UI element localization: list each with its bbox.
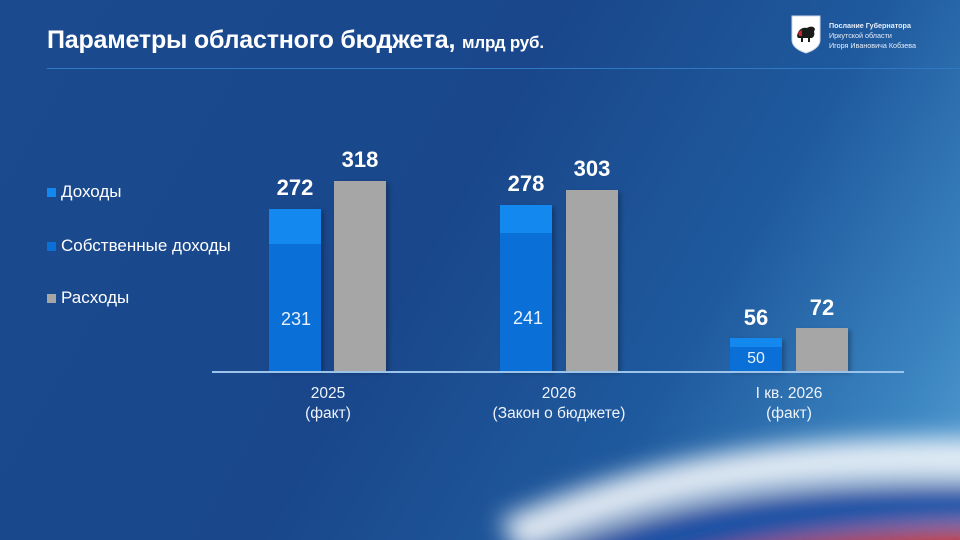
bar-own-income-2026 (500, 233, 552, 371)
category-note: (Закон о бюджете) (492, 405, 626, 422)
category-year: 2026 (541, 385, 577, 402)
legend-label: Доходы (61, 182, 122, 201)
category-year: I кв. 2026 (755, 385, 823, 402)
value-own-income-2026: 241 (512, 308, 544, 328)
value-expense-2026: 303 (573, 156, 611, 181)
category-label-q1-2026: I кв. 2026 (факт) (679, 384, 899, 424)
category-year: 2025 (310, 385, 346, 402)
legend-swatch-own-income (47, 241, 56, 251)
legend-label: Собственные доходы (61, 236, 231, 255)
category-label-2026: 2026 (Закон о бюджете) (449, 384, 669, 424)
bar-own-income-2025 (269, 244, 321, 371)
value-income-2026: 278 (507, 171, 545, 196)
legend-item-expense: Расходы (47, 288, 129, 308)
value-own-income-2025: 231 (280, 309, 312, 329)
value-income-q1-2026: 56 (743, 305, 769, 330)
bar-expense-2025 (334, 181, 386, 371)
category-note: (факт) (305, 405, 351, 422)
legend-label: Расходы (61, 288, 130, 307)
legend-swatch-expense (47, 293, 56, 303)
legend-swatch-income (47, 187, 56, 197)
legend-item-income: Доходы (47, 182, 122, 202)
bar-expense-2026 (566, 190, 618, 371)
bar-expense-q1-2026 (796, 328, 848, 371)
logo-caption: Послание Губернатора Иркутской области И… (829, 21, 916, 51)
value-own-income-q1-2026: 50 (747, 350, 765, 367)
value-income-2025: 272 (276, 175, 314, 200)
legend-item-own-income: Собственные доходы (47, 236, 231, 256)
title-divider (47, 68, 960, 69)
logo-line-1: Послание Губернатора (829, 21, 911, 30)
bar-own-income-q1-2026 (730, 347, 782, 371)
page-title: Параметры областного бюджета, млрд руб. (47, 26, 544, 55)
title-text: Параметры областного бюджета, (47, 26, 456, 54)
title-unit: млрд руб. (461, 33, 544, 52)
coat-of-arms-icon (791, 15, 821, 54)
value-expense-2025: 318 (341, 147, 379, 172)
x-axis-line (212, 371, 904, 373)
value-expense-q1-2026: 72 (809, 295, 835, 320)
category-note: (факт) (766, 405, 812, 422)
logo-line-2: Иркутской области (829, 31, 892, 40)
logo-line-3: Игоря Ивановича Кобзева (829, 41, 916, 50)
category-label-2025: 2025 (факт) (218, 384, 438, 424)
